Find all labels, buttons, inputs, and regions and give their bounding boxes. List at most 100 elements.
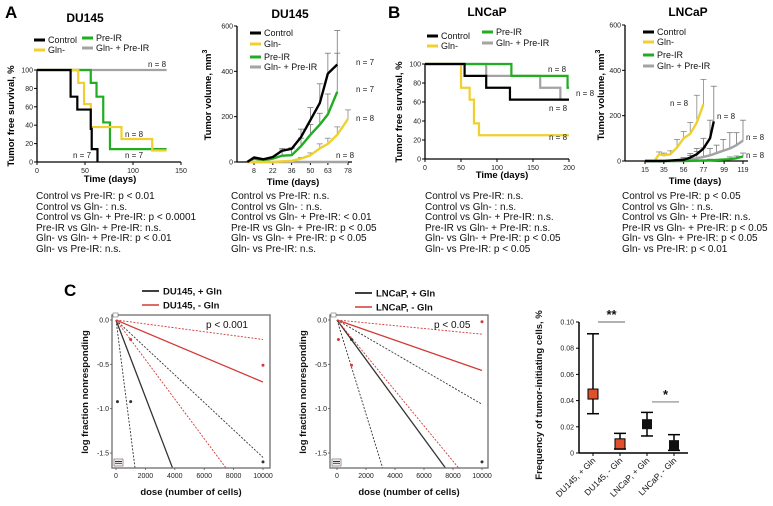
stat-line: Gln- vs Gln- + Pre-IR: p < 0.01 <box>36 233 172 245</box>
fit-line <box>115 319 264 383</box>
chart-title: DU145 <box>271 7 309 21</box>
legend-label: LNCaP, - Gln <box>376 303 433 314</box>
legend-label: Gln- <box>264 39 281 49</box>
y-tick-label: -1.5 <box>315 451 327 458</box>
x-axis-label: Time (days) <box>84 174 137 185</box>
y-tick-label: -1.0 <box>315 406 327 413</box>
legend-label: Pre-IR <box>264 52 291 62</box>
y-axis-label: Tumor free survival, % <box>6 65 17 167</box>
growth-curve-control <box>645 121 715 163</box>
stats-a-volume: Control vs Pre-IR: n.s. Control vs Gln- … <box>231 191 377 256</box>
y-tick-label: 0.0 <box>317 318 327 325</box>
panel-label: A <box>5 3 17 22</box>
y-tick-label: 0 <box>570 451 574 458</box>
legend-label: Gln- + Pre-IR <box>264 62 318 72</box>
stats-b-survival: Control vs Pre-IR: n.s. Control vs Gln- … <box>425 191 561 256</box>
y-tick-label: 0.02 <box>560 424 574 431</box>
p-value: p < 0.001 <box>206 320 248 331</box>
survival-curve-pre-ir <box>37 68 167 151</box>
y-tick-label: 600 <box>221 24 233 31</box>
legend-label: Gln- + Pre-IR <box>657 61 711 71</box>
data-point <box>480 320 484 324</box>
n-annotation: n = 8 <box>548 65 567 74</box>
inset-marker-box <box>330 312 337 318</box>
stat-line: Gln- vs Gln- + Pre-IR: p < 0.05 <box>622 233 758 245</box>
y-tick-label: 80 <box>413 81 421 88</box>
x-tick-label: 8000 <box>226 473 242 480</box>
data-point <box>261 460 265 464</box>
x-tick-label: 35 <box>660 167 668 174</box>
panel-label: C <box>64 281 76 300</box>
estimate-marker <box>587 388 599 400</box>
growth-curve-control <box>246 63 339 163</box>
stats-b-volume: Control vs Pre-IR: p < 0.05 Control vs G… <box>622 191 768 256</box>
legend-label: Pre-IR <box>657 50 684 60</box>
stat-line: Pre-IR vs Gln- + Pre-IR: p < 0.05 <box>622 222 768 234</box>
y-tick-label: 40 <box>413 119 421 126</box>
x-tick-label: 50 <box>307 168 315 175</box>
chart-title: LNCaP <box>668 5 707 19</box>
y-tick-label: 0.04 <box>560 398 574 405</box>
x-tick-label: 4000 <box>387 473 403 480</box>
data-point <box>115 400 119 404</box>
inset-marker-box <box>112 312 119 318</box>
n-annotation: n = 8 <box>717 112 736 121</box>
significance-label: ** <box>606 307 617 322</box>
stat-line: Gln- vs Pre-IR: n.s. <box>36 243 122 255</box>
stat-line: Gln- vs Pre-IR: n.s. <box>231 243 317 255</box>
y-tick-label: -1.5 <box>97 451 109 458</box>
n-annotation: n = 8 <box>549 133 568 142</box>
stat-line: Control vs Pre-IR: n.s. <box>425 191 524 202</box>
n-annotation: n = 8 <box>576 89 595 98</box>
y-tick-label: 60 <box>413 100 421 107</box>
inset-marker-box <box>331 458 342 467</box>
x-tick-label: 150 <box>527 165 539 172</box>
legend-label: DU145, + Gln <box>163 287 222 298</box>
n-annotation: n = 8 <box>746 151 765 160</box>
x-tick-label: 77 <box>700 167 708 174</box>
data-point <box>350 338 353 342</box>
n-annotation: n = 8 <box>356 114 375 123</box>
stat-line: Control vs Gln- : n.s. <box>231 201 323 213</box>
x-tick-label: 15 <box>641 167 649 174</box>
n-annotation: n = 8 <box>746 133 765 142</box>
fit-line <box>336 319 460 469</box>
data-point <box>129 400 133 404</box>
p-value: p < 0.05 <box>434 320 471 331</box>
x-tick-label: 78 <box>344 168 352 175</box>
stat-line: Control vs Pre-IR: p < 0.05 <box>622 191 741 202</box>
survival-curve-control <box>37 68 99 162</box>
stat-line: Control vs Gln- + Pre-IR: p < 0.0001 <box>36 212 197 224</box>
y-axis-label: log fraction nonresponding <box>80 330 91 454</box>
legend-label: Gln- <box>48 45 65 55</box>
growth-curve-gln- <box>653 103 705 162</box>
x-tick-label: 50 <box>457 165 465 172</box>
growth-curve-gln- <box>247 118 349 164</box>
x-tick-label: 4000 <box>167 473 183 480</box>
stat-line: Control vs Gln- : n.s. <box>622 201 714 213</box>
stat-line: Control vs Gln- : n.s. <box>425 201 517 213</box>
legend-label: Pre-IR <box>496 27 523 37</box>
data-point <box>480 460 484 464</box>
x-tick-label: 100 <box>491 165 503 172</box>
estimate-marker <box>614 438 626 450</box>
growth-curve-gln-pre-ir <box>683 139 744 162</box>
x-tick-label: 0 <box>114 473 118 480</box>
x-tick-label: 8 <box>252 168 256 175</box>
x-tick-label: 56 <box>680 167 688 174</box>
y-tick-label: 0.06 <box>560 372 574 379</box>
n-annotation: n = 7 <box>73 151 92 160</box>
stats-a-survival: Control vs Pre-IR: p < 0.01 Control vs G… <box>36 191 197 256</box>
x-tick-label: 150 <box>175 168 187 175</box>
estimate-marker <box>669 440 679 451</box>
inset-marker-box <box>113 458 124 467</box>
y-axis-label: Tumor free survival, % <box>394 61 405 163</box>
x-tick-label: 8000 <box>445 473 461 480</box>
y-tick-label: -1.0 <box>97 406 109 413</box>
x-tick-label: 6000 <box>196 473 212 480</box>
stat-line: Pre-IR vs Gln- + Pre-IR: p < 0.05 <box>231 222 377 234</box>
legend-label: Control <box>48 35 77 45</box>
x-tick-label: 0 <box>35 168 39 175</box>
